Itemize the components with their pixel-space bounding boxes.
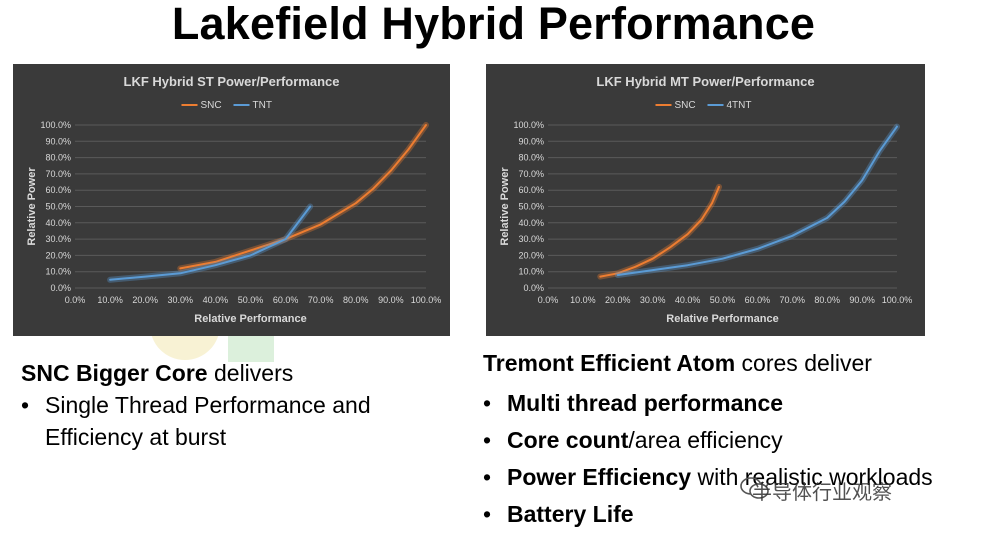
tremont-bullet-bold: Battery Life	[507, 501, 634, 527]
tremont-bullet-rest: /area efficiency	[628, 427, 783, 453]
series-glow-tnt	[107, 203, 314, 283]
y-tick-label: 10.0%	[518, 267, 544, 277]
x-tick-label: 40.0%	[675, 295, 701, 305]
chart-title: LKF Hybrid ST Power/Performance	[124, 74, 340, 89]
st-chart: LKF Hybrid ST Power/Performance SNC TNT 0.0…	[13, 64, 450, 336]
bullet-glyph: •	[483, 464, 492, 490]
legend-label: SNC	[675, 100, 696, 111]
legend-entry: 4TNT	[707, 100, 752, 111]
tremont-bullet: • Multi thread performance	[483, 385, 983, 422]
tremont-bullet-bold: Power Efficiency	[507, 464, 692, 490]
legend-entry: SNC	[655, 100, 696, 111]
x-tick-label: 0.0%	[538, 295, 559, 305]
x-axis-label: Relative Performance	[194, 313, 307, 325]
legend-entry: TNT	[233, 100, 272, 111]
y-tick-label: 10.0%	[45, 267, 71, 277]
x-tick-label: 80.0%	[814, 295, 840, 305]
legend-label: SNC	[201, 100, 222, 111]
tremont-bullet-bold: Core count	[507, 427, 629, 453]
tremont-bullet: • Core count/area efficiency	[483, 422, 983, 459]
x-tick-label: 100.0%	[882, 295, 913, 305]
y-tick-label: 80.0%	[518, 153, 544, 163]
x-tick-label: 20.0%	[132, 295, 158, 305]
snc-text-block: SNC Bigger Core delivers • Single Thread…	[21, 357, 461, 453]
legend-label: TNT	[253, 100, 272, 111]
x-tick-label: 50.0%	[710, 295, 736, 305]
x-tick-label: 10.0%	[570, 295, 596, 305]
snc-bullet-text: Single Thread Performance and Efficiency…	[45, 392, 371, 450]
x-tick-label: 0.0%	[65, 295, 86, 305]
x-tick-label: 100.0%	[411, 295, 442, 305]
tremont-heading: Tremont Efficient Atom cores deliver	[483, 347, 983, 379]
mt-chart-svg: LKF Hybrid MT Power/Performance SNC 4TNT 0.…	[499, 74, 913, 325]
y-tick-label: 30.0%	[518, 234, 544, 244]
y-tick-label: 100.0%	[513, 120, 544, 130]
bullet-glyph: •	[483, 390, 492, 416]
y-axis-label: Relative Power	[26, 167, 38, 246]
st-chart-svg: LKF Hybrid ST Power/Performance SNC TNT 0.0…	[26, 74, 442, 325]
y-tick-label: 70.0%	[518, 169, 544, 179]
y-axis-label: Relative Power	[499, 167, 511, 246]
x-tick-label: 30.0%	[168, 295, 194, 305]
series-line-snc	[179, 124, 427, 270]
y-tick-label: 0.0%	[523, 283, 544, 293]
legend-entry: SNC	[181, 100, 222, 111]
x-axis-label: Relative Performance	[666, 313, 779, 325]
tremont-bullet-rest: with realistic workloads	[691, 464, 933, 490]
mt-chart: LKF Hybrid MT Power/Performance SNC 4TNT 0.…	[486, 64, 925, 336]
x-tick-label: 20.0%	[605, 295, 631, 305]
y-tick-label: 100.0%	[40, 120, 71, 130]
tremont-bullet-bold: Multi thread performance	[507, 390, 784, 416]
slide-title: Lakefield Hybrid Performance	[171, 0, 816, 49]
tremont-bullet: • Battery Life	[483, 496, 983, 533]
tremont-heading-rest: cores deliver	[735, 350, 872, 376]
x-tick-label: 30.0%	[640, 295, 666, 305]
x-tick-label: 70.0%	[780, 295, 806, 305]
x-tick-label: 80.0%	[343, 295, 369, 305]
chart-title: LKF Hybrid MT Power/Performance	[596, 74, 814, 89]
bullet-glyph: •	[483, 427, 492, 453]
y-tick-label: 50.0%	[518, 202, 544, 212]
wechat-icon	[740, 477, 769, 499]
y-tick-label: 90.0%	[45, 136, 71, 146]
watermark-text: 半导体行业观察	[752, 480, 892, 504]
x-tick-label: 90.0%	[849, 295, 875, 305]
legend-label: 4TNT	[727, 100, 752, 111]
x-tick-label: 90.0%	[378, 295, 404, 305]
x-tick-label: 60.0%	[273, 295, 299, 305]
y-tick-label: 60.0%	[518, 185, 544, 195]
bullet-glyph: •	[21, 392, 30, 418]
y-tick-label: 60.0%	[45, 185, 71, 195]
snc-heading-bold: SNC Bigger Core	[21, 360, 208, 386]
snc-bullet: • Single Thread Performance and Efficien…	[21, 389, 461, 453]
y-tick-label: 70.0%	[45, 169, 71, 179]
bullet-glyph: •	[483, 501, 492, 527]
y-tick-label: 40.0%	[45, 218, 71, 228]
x-tick-label: 50.0%	[238, 295, 264, 305]
x-tick-label: 70.0%	[308, 295, 334, 305]
snc-heading-rest: delivers	[207, 360, 294, 386]
y-tick-label: 50.0%	[45, 202, 71, 212]
tremont-heading-bold: Tremont Efficient Atom	[483, 350, 736, 376]
y-tick-label: 20.0%	[518, 250, 544, 260]
series-glow-snc	[177, 122, 429, 272]
series-line-tnt	[109, 205, 312, 281]
y-tick-label: 30.0%	[45, 234, 71, 244]
x-tick-label: 10.0%	[97, 295, 123, 305]
y-tick-label: 90.0%	[518, 136, 544, 146]
x-tick-label: 60.0%	[745, 295, 771, 305]
x-tick-label: 40.0%	[203, 295, 229, 305]
tremont-bullet: • Power Efficiency with realistic worklo…	[483, 459, 983, 496]
y-tick-label: 20.0%	[45, 250, 71, 260]
series-line-4tnt	[616, 125, 898, 276]
snc-heading: SNC Bigger Core delivers	[21, 357, 461, 389]
y-tick-label: 40.0%	[518, 218, 544, 228]
y-tick-label: 80.0%	[45, 153, 71, 163]
tremont-text-block: Tremont Efficient Atom cores deliver • M…	[483, 347, 983, 533]
y-tick-label: 0.0%	[50, 283, 71, 293]
series-line-snc	[599, 185, 720, 278]
